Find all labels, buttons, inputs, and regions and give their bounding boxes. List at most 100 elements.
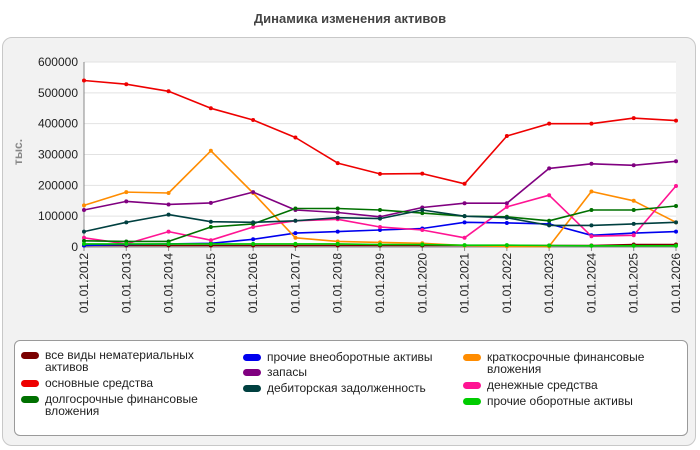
data-point (674, 118, 678, 123)
data-point (547, 166, 552, 171)
legend-label: все виды нематериальных активов (45, 348, 194, 374)
x-tick-label: 01.01.2018 (331, 253, 345, 313)
data-point (504, 134, 509, 138)
legend-item: дебиторская задолженность (243, 382, 447, 394)
data-point (547, 243, 552, 248)
legend-item: все виды нематериальных активов (21, 349, 225, 373)
data-point (378, 228, 382, 233)
data-point (674, 229, 678, 234)
data-point (547, 223, 552, 228)
legend-swatch (21, 352, 39, 359)
data-point (462, 220, 467, 225)
data-point (124, 190, 129, 195)
data-point (82, 78, 86, 83)
data-point (674, 159, 678, 164)
data-point (420, 211, 425, 216)
legend-label: денежные средства (487, 378, 598, 392)
data-point (674, 183, 678, 188)
data-point (462, 235, 467, 240)
data-point (631, 243, 636, 248)
data-point (589, 189, 594, 194)
data-point (124, 220, 129, 225)
data-point (674, 220, 678, 225)
data-point (589, 223, 594, 228)
data-point (504, 201, 509, 206)
data-point (251, 241, 256, 246)
data-point (124, 82, 129, 87)
y-tick-label: 200000 (38, 178, 78, 192)
x-tick-label: 01.01.2023 (542, 253, 556, 313)
x-tick-label: 01.01.2017 (288, 253, 302, 313)
legend-swatch (463, 354, 481, 361)
data-point (504, 243, 509, 248)
data-point (166, 212, 171, 217)
data-point (674, 203, 678, 208)
chart-legend: все виды нематериальных активов основные… (14, 340, 688, 436)
data-point (166, 241, 171, 246)
data-point (420, 228, 425, 233)
data-point (293, 235, 298, 240)
y-tick-label: 100000 (38, 209, 78, 223)
data-point (547, 218, 552, 223)
x-tick-label: 01.01.2016 (246, 253, 260, 313)
data-point (251, 220, 256, 225)
data-point (293, 218, 298, 223)
data-point (378, 171, 382, 176)
data-point (462, 201, 467, 206)
data-point (547, 193, 552, 198)
legend-item: основные средства (21, 377, 225, 389)
legend-label: основные средства (45, 376, 154, 390)
data-point (208, 241, 213, 246)
x-tick-label: 01.01.2019 (373, 253, 387, 313)
data-point (631, 221, 636, 226)
x-tick-label: 01.01.2013 (119, 253, 133, 313)
data-point (335, 206, 340, 211)
data-point (293, 231, 298, 236)
data-point (124, 241, 129, 246)
legend-item: запасы (243, 366, 447, 378)
x-tick-label: 01.01.2021 (458, 253, 472, 313)
data-point (631, 233, 636, 238)
data-point (631, 208, 636, 212)
y-tick-label: 300000 (38, 148, 78, 162)
legend-swatch (243, 354, 261, 361)
data-point (293, 206, 298, 211)
legend-label: долгосрочные финансовые вложения (45, 392, 198, 418)
data-point (674, 243, 678, 248)
legend-label: прочие внеоборотные активы (267, 350, 433, 364)
data-point (251, 117, 256, 122)
data-point (335, 215, 340, 220)
x-tick-label: 01.01.2025 (627, 253, 641, 313)
data-point (631, 163, 636, 168)
data-point (166, 229, 171, 234)
data-point (82, 235, 86, 240)
x-tick-label: 01.01.2026 (669, 253, 683, 313)
data-point (293, 135, 298, 140)
legend-item: прочие внеоборотные активы (243, 351, 447, 363)
data-point (504, 215, 509, 220)
legend-swatch (243, 385, 261, 392)
data-point (378, 242, 382, 247)
data-point (420, 171, 425, 176)
data-point (166, 191, 171, 196)
legend-item: прочие оборотные активы (463, 395, 667, 407)
data-point (631, 116, 636, 121)
data-point (378, 216, 382, 221)
legend-swatch (21, 396, 39, 403)
data-point (124, 199, 129, 204)
data-point (335, 229, 340, 234)
data-point (251, 190, 256, 195)
data-point (166, 89, 171, 94)
x-tick-label: 01.01.2020 (415, 253, 429, 313)
data-point (462, 243, 467, 248)
data-point (208, 238, 213, 243)
data-point (335, 210, 340, 215)
data-point (378, 224, 382, 229)
data-point (589, 161, 594, 166)
legend-swatch (243, 369, 261, 376)
data-point (631, 198, 636, 203)
data-point (589, 234, 594, 239)
data-point (462, 214, 467, 219)
data-point (378, 208, 382, 212)
